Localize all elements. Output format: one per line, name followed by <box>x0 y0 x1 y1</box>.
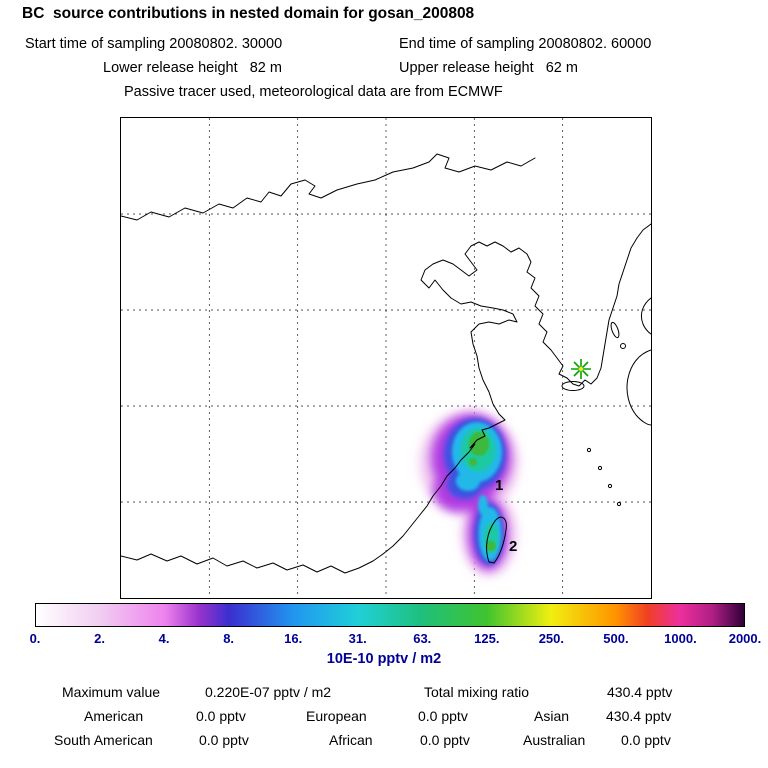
colorbar-unit-label: 10E-10 pptv / m2 <box>326 651 442 667</box>
colorbar-tick: 2000. <box>728 631 762 646</box>
mainland-coastline <box>121 223 651 574</box>
jeju-island <box>561 381 585 391</box>
colorbar-tick: 31. <box>348 631 367 646</box>
colorbar-gradient <box>35 603 745 627</box>
plume-label-1: 1 <box>495 477 503 494</box>
plume-label-2: 2 <box>509 538 517 555</box>
colorbar-tick: 250. <box>538 631 565 646</box>
colorbar-ticks: 0. 2. 4. 8. 16. 31. 63. 125. 250. 500. 1… <box>30 631 762 648</box>
region-australian-value: 0.0 pptv <box>621 732 671 748</box>
end-time-text: End time of sampling 20080802. 60000 <box>399 36 652 52</box>
receptor-asterisk-icon <box>571 359 591 379</box>
region-european-label: European <box>306 708 367 724</box>
total-mixing-ratio-label: Total mixing ratio <box>424 684 530 700</box>
tracer-note-text: Passive tracer used, meteorological data… <box>124 84 503 100</box>
map-frame: 1 2 <box>120 117 652 599</box>
start-time-text: Start time of sampling 20080802. 30000 <box>25 36 283 52</box>
colorbar-tick: 2. <box>94 631 105 646</box>
page-title: BC source contributions in nested domain… <box>22 5 475 22</box>
region-african-value: 0.0 pptv <box>420 732 470 748</box>
region-asian-value: 430.4 pptv <box>606 708 672 724</box>
coastlines <box>121 153 651 574</box>
colorbar-tick: 16. <box>284 631 303 646</box>
colorbar-tick: 1000. <box>664 631 697 646</box>
region-european-value: 0.0 pptv <box>418 708 468 724</box>
region-american-value: 0.0 pptv <box>196 708 246 724</box>
colorbar-tick: 8. <box>223 631 235 646</box>
region-australian-label: Australian <box>523 732 586 748</box>
colorbar-tick: 125. <box>474 631 500 646</box>
region-american-label: American <box>84 708 144 724</box>
colorbar-tick: 500. <box>603 631 629 646</box>
maximum-value: 0.220E-07 pptv / m2 <box>205 684 332 700</box>
lat-lon-grid <box>121 118 651 598</box>
kyushu-coastline <box>626 349 651 426</box>
total-mixing-ratio-value: 430.4 pptv <box>607 684 673 700</box>
upper-release-text: Upper release height 62 m <box>399 60 578 76</box>
honshu-coastline <box>640 297 651 335</box>
tsushima-island <box>610 321 620 339</box>
colorbar-tick: 0. <box>29 631 41 646</box>
region-african-label: African <box>329 732 373 748</box>
region-south-american-label: South American <box>54 732 153 748</box>
northern-border-line <box>121 153 536 221</box>
map-canvas: 1 2 <box>121 118 651 598</box>
region-asian-label: Asian <box>534 708 570 724</box>
colorbar-tick: 63. <box>413 631 432 646</box>
ryukyu-islands <box>586 447 622 507</box>
iki-island <box>620 343 626 349</box>
maximum-value-label: Maximum value <box>62 684 161 700</box>
colorbar-tick: 4. <box>158 631 170 646</box>
lower-release-text: Lower release height 82 m <box>103 60 282 76</box>
taiwan-island <box>486 516 507 564</box>
plume-green-core-layer <box>469 432 496 551</box>
concentration-plume <box>419 411 519 576</box>
region-south-american-value: 0.0 pptv <box>199 732 249 748</box>
